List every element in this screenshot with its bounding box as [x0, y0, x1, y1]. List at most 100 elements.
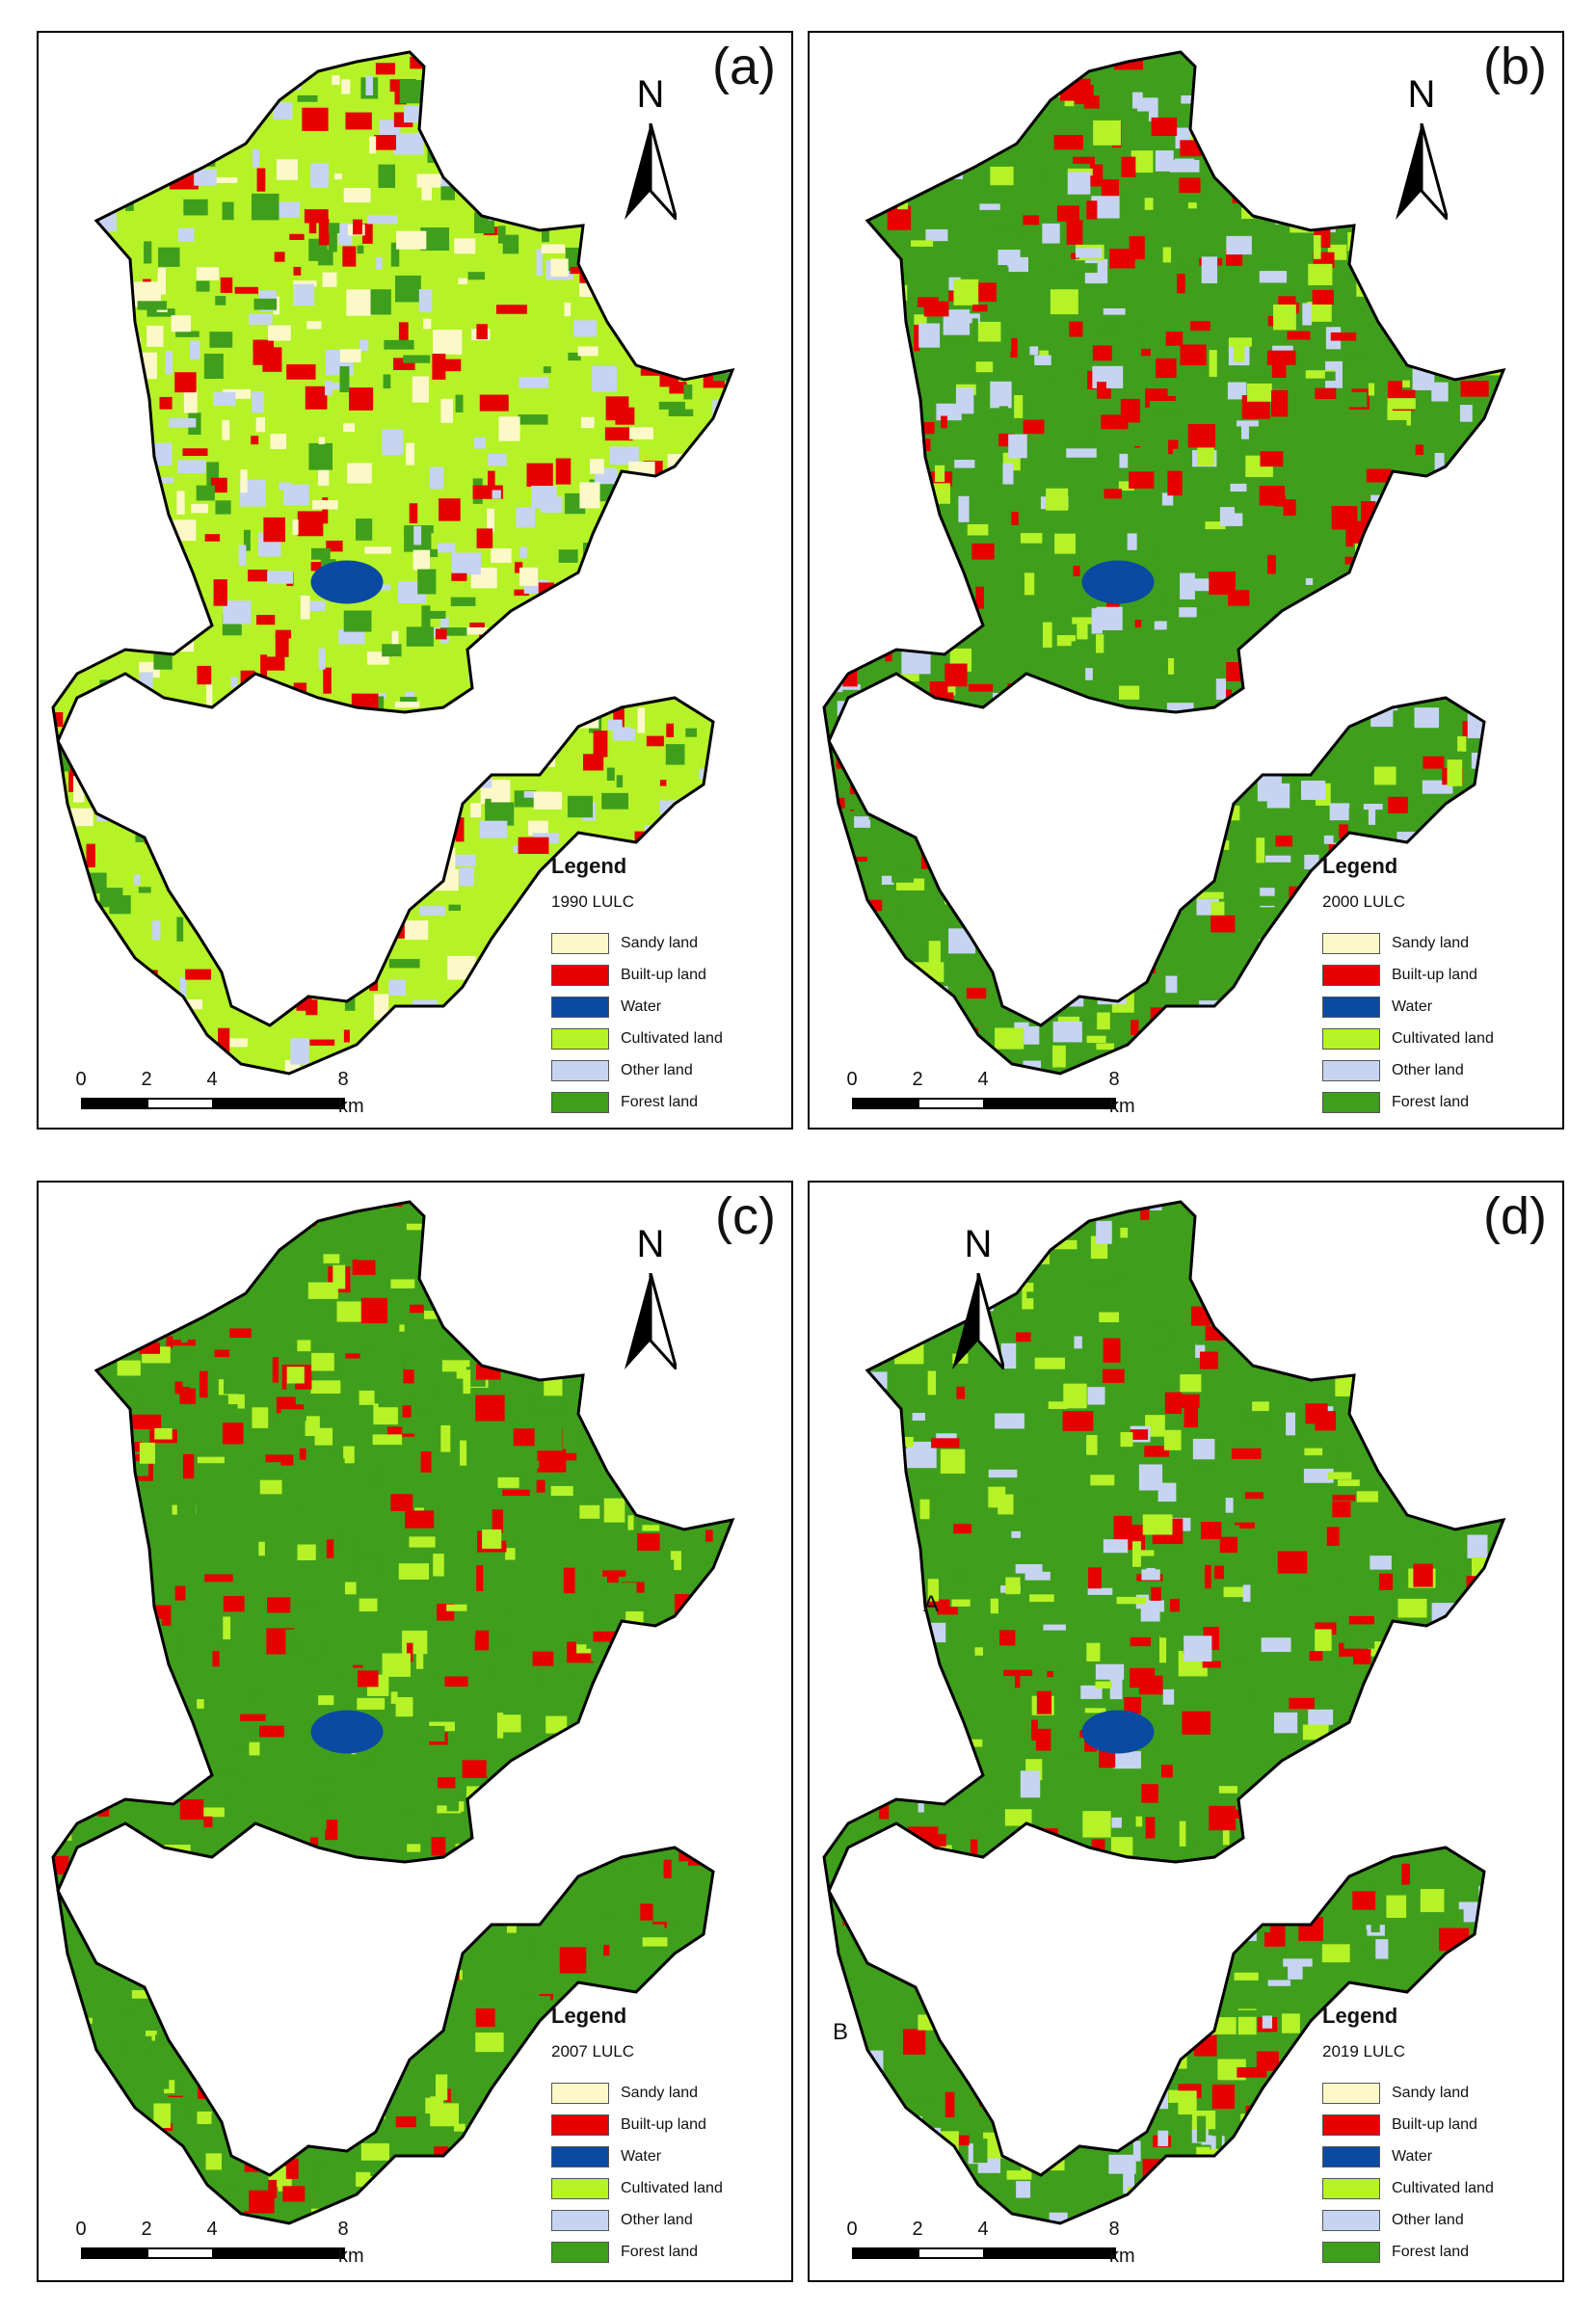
north-arrow-icon [625, 1273, 677, 1369]
legend-swatch [551, 2241, 609, 2263]
legend-title: Legend [551, 2004, 627, 2028]
map-panel-a: (a) N Legend 1990 LULC Sandy land Built-u… [37, 31, 793, 1130]
scale-tick: 4 [977, 1069, 989, 1090]
legend-item: Cultivated land [1322, 1023, 1554, 1054]
north-arrow: N [617, 1223, 684, 1377]
scale-segment [212, 2247, 345, 2259]
scale-bar: 0 2 4 8 km [62, 1069, 370, 1117]
scale-bar: 0 2 4 8 km [62, 2219, 370, 2267]
north-letter: N [1407, 73, 1436, 116]
panel-label: (b) [1483, 38, 1547, 95]
legend-swatch [1322, 1027, 1380, 1050]
scale-unit: km [338, 1096, 364, 1117]
legend-item: Other land [551, 1054, 783, 1086]
legend: Legend 1990 LULC Sandy land Built-up land… [551, 854, 783, 1118]
legend-swatch [551, 964, 609, 986]
legend-swatch [1322, 2145, 1380, 2167]
legend-item: Other land [1322, 2204, 1554, 2236]
scale-unit: km [1109, 2246, 1135, 2267]
legend-label: Water [1392, 997, 1433, 1015]
scale-unit: km [338, 2246, 364, 2267]
lulc-map [51, 1200, 735, 2225]
map-panel-d: (d) N A B Legend 2019 LULC Sandy land Bui… [808, 1181, 1564, 2282]
legend-item: Cultivated land [1322, 2172, 1554, 2204]
legend-item: Sandy land [551, 927, 783, 959]
scale-segment [852, 1098, 919, 1109]
legend-item: Built-up land [551, 2109, 783, 2140]
legend-item: Water [1322, 2140, 1554, 2172]
legend-swatch [551, 996, 609, 1018]
scale-tick: 8 [1108, 2219, 1120, 2240]
legend-item: Forest land [551, 2236, 783, 2268]
legend-item: Built-up land [1322, 959, 1554, 991]
legend-label: Water [621, 997, 662, 1015]
scale-tick: 4 [206, 1069, 218, 1090]
legend-label: Built-up land [1392, 966, 1477, 983]
legend-label: Sandy land [621, 934, 699, 951]
legend-label: Other land [1392, 1061, 1464, 1078]
legend-label: Forest land [621, 1093, 699, 1110]
legend-label: Water [621, 2147, 662, 2165]
legend-item: Water [1322, 991, 1554, 1023]
scale-segment [983, 1098, 1116, 1109]
legend-swatch [551, 2145, 609, 2167]
legend-item: Other land [1322, 1054, 1554, 1086]
scale-tick: 2 [141, 1069, 152, 1090]
scale-segment [212, 1098, 345, 1109]
legend-label: Built-up land [1392, 2115, 1477, 2133]
legend: Legend 2007 LULC Sandy land Built-up land… [551, 2004, 783, 2268]
north-arrow-icon [1396, 123, 1448, 220]
legend-label: Sandy land [1392, 2084, 1470, 2101]
panel-label: (d) [1483, 1187, 1547, 1245]
north-arrow-icon [625, 123, 677, 220]
legend-label: Water [1392, 2147, 1433, 2165]
panel-label: (a) [712, 38, 776, 95]
legend: Legend 2019 LULC Sandy land Built-up land… [1322, 2004, 1554, 2268]
scale-segment [918, 2247, 985, 2259]
legend-swatch [551, 1059, 609, 1081]
legend-label: Cultivated land [1392, 1029, 1494, 1047]
north-arrow: N [617, 73, 684, 227]
scale-tick: 0 [75, 2219, 87, 2240]
legend-label: Forest land [621, 2243, 699, 2260]
legend-swatch [1322, 1059, 1380, 1081]
legend-item: Forest land [1322, 1086, 1554, 1118]
north-letter: N [636, 1223, 665, 1265]
scale-tick: 8 [337, 1069, 349, 1090]
lulc-map [51, 50, 735, 1076]
legend-swatch [551, 1027, 609, 1050]
legend-item: Water [551, 991, 783, 1023]
legend-swatch [1322, 1091, 1380, 1113]
legend-swatch [1322, 964, 1380, 986]
north-arrow-icon [952, 1273, 1004, 1369]
legend-item: Forest land [1322, 2236, 1554, 2268]
legend-items: Sandy land Built-up land Water Cultivated l… [1322, 927, 1554, 1118]
scale-tick: 0 [846, 1069, 858, 1090]
map-panel-c: (c) N Legend 2007 LULC Sandy land Built-u… [37, 1181, 793, 2282]
north-letter: N [636, 73, 665, 116]
legend-swatch [551, 1091, 609, 1113]
legend-label: Sandy land [1392, 934, 1470, 951]
legend-swatch [551, 2177, 609, 2199]
north-arrow: N [1388, 73, 1455, 227]
area-annotation-b: B [833, 2019, 849, 2045]
scale-tick: 0 [846, 2219, 858, 2240]
legend-label: Other land [621, 1061, 693, 1078]
legend-title: Legend [1322, 2004, 1398, 2028]
legend-label: Built-up land [621, 966, 706, 983]
scale-tick: 2 [141, 2219, 152, 2240]
legend-title: Legend [551, 854, 627, 878]
scale-tick: 4 [206, 2219, 218, 2240]
scale-segment [983, 2247, 1116, 2259]
map-panel-b: (b) N Legend 2000 LULC Sandy land Built-u… [808, 31, 1564, 1130]
legend-swatch [1322, 2082, 1380, 2104]
scale-tick: 4 [977, 2219, 989, 2240]
legend-swatch [551, 2209, 609, 2231]
legend-item: Other land [551, 2204, 783, 2236]
legend: Legend 2000 LULC Sandy land Built-up land… [1322, 854, 1554, 1118]
legend-title: Legend [1322, 854, 1398, 878]
north-letter: N [964, 1223, 993, 1265]
legend-year: 2007 LULC [551, 2042, 635, 2060]
legend-swatch [1322, 2114, 1380, 2136]
scale-tick: 0 [75, 1069, 87, 1090]
